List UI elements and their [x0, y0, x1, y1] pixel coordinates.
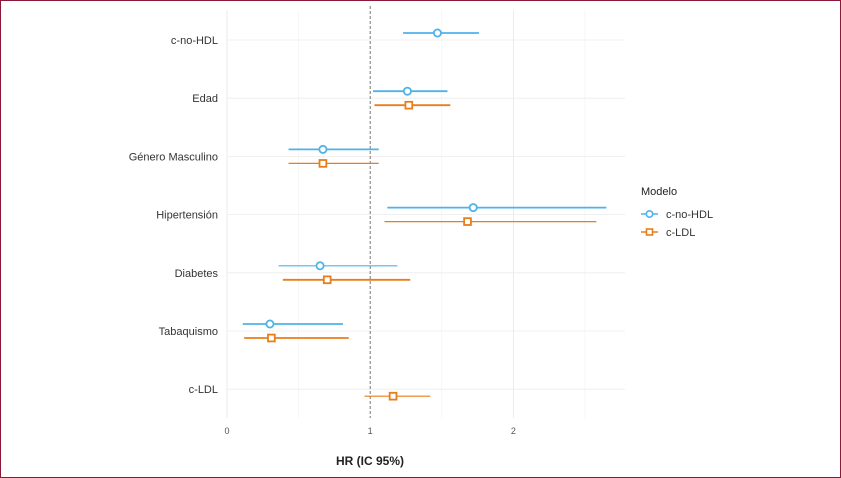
x-tick-labels: 0 1 2: [224, 426, 515, 436]
x-axis-title: HR (IC 95%): [336, 454, 404, 468]
point-marker: [402, 86, 412, 96]
category-label: Género Masculino: [129, 151, 218, 163]
grid-lines: [226, 6, 625, 418]
point-marker: [318, 144, 328, 154]
point-marker: [322, 275, 332, 285]
point-marker: [265, 319, 275, 329]
category-label: c-no-HDL: [171, 35, 218, 47]
point-marker: [267, 333, 276, 343]
point-marker: [318, 159, 328, 168]
point-marker: [432, 28, 442, 38]
legend-label: c-LDL: [666, 227, 695, 239]
category-label: Hipertensión: [156, 210, 218, 222]
legend-label: c-no-HDL: [666, 209, 713, 221]
data-marks: [242, 28, 607, 401]
legend-circle-icon: [645, 210, 654, 219]
x-tick-label: 0: [224, 426, 229, 436]
point-marker: [315, 261, 325, 271]
legend-title: Modelo: [641, 186, 677, 198]
category-label: Diabetes: [175, 268, 219, 280]
x-tick-label: 2: [511, 426, 516, 436]
category-labels: c-no-HDL Edad Género Masculino Hipertensión…: [129, 35, 219, 396]
x-tick-label: 1: [368, 426, 373, 436]
point-marker: [404, 100, 414, 110]
category-label: Tabaquismo: [159, 326, 218, 338]
category-label: Edad: [192, 93, 218, 105]
point-marker: [463, 217, 472, 226]
category-label: c-LDL: [189, 384, 218, 396]
point-marker: [468, 203, 478, 213]
legend-square-icon: [645, 228, 654, 236]
legend: Modelo c-no-HDL c-LDL: [641, 186, 713, 239]
point-marker: [388, 391, 398, 401]
